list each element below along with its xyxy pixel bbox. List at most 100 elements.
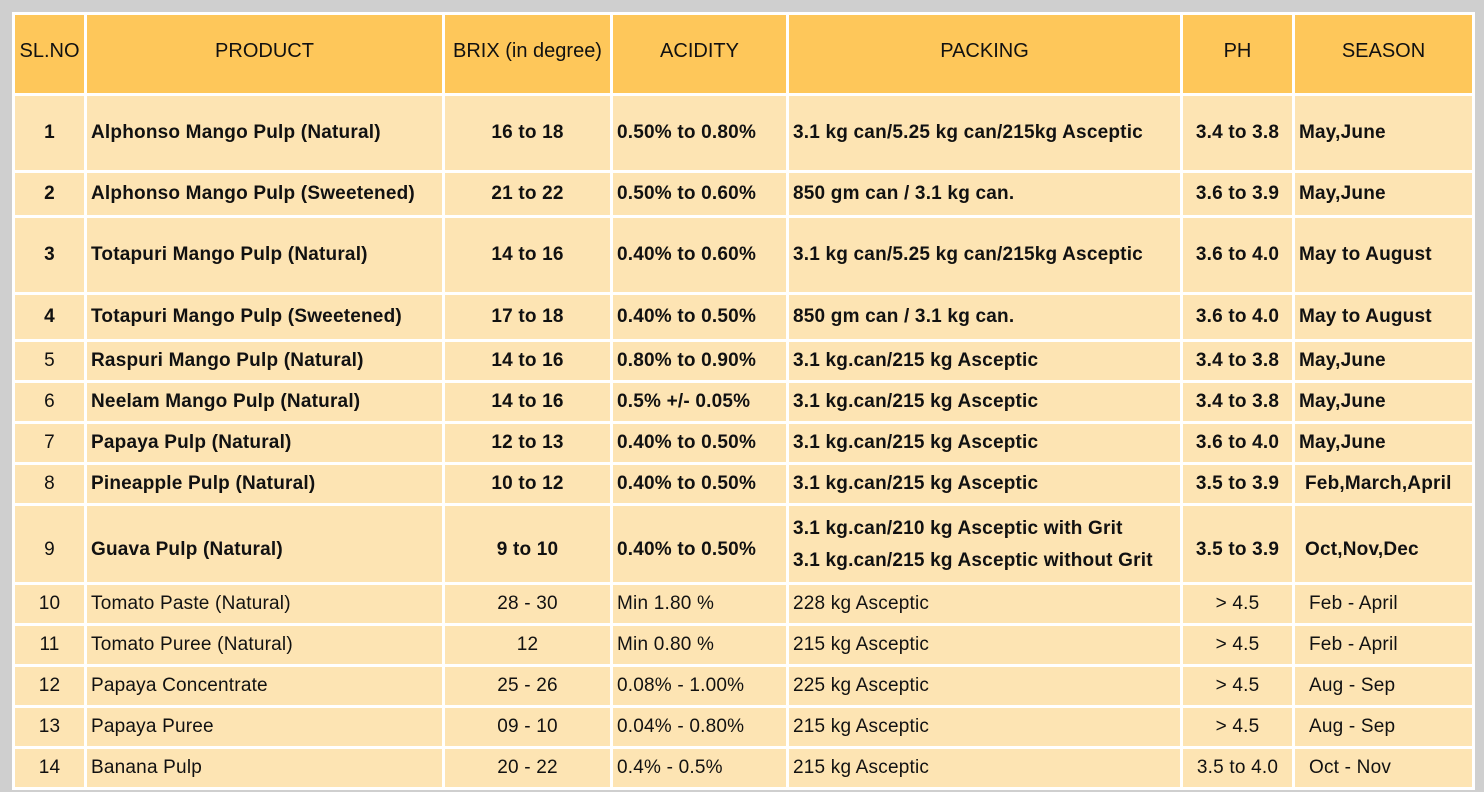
cell-season: Aug - Sep xyxy=(1292,664,1475,708)
cell-ph: 3.6 to 4.0 xyxy=(1180,421,1295,465)
header-sl-no: SL.NO xyxy=(12,12,87,96)
table-row: 12 Papaya Concentrate 25 - 26 0.08% - 1.… xyxy=(12,664,1475,708)
cell-product: Raspuri Mango Pulp (Natural) xyxy=(84,339,445,383)
cell-acidity: 0.08% - 1.00% xyxy=(610,664,789,708)
cell-packing: 3.1 kg.can/215 kg Asceptic xyxy=(786,421,1183,465)
table-row: 6 Neelam Mango Pulp (Natural) 14 to 16 0… xyxy=(12,380,1475,424)
cell-season: Feb - April xyxy=(1292,582,1475,626)
cell-product: Papaya Concentrate xyxy=(84,664,445,708)
cell-product: Banana Pulp xyxy=(84,746,445,790)
cell-packing: 3.1 kg.can/215 kg Asceptic xyxy=(786,462,1183,506)
cell-acidity: 0.50% to 0.80% xyxy=(610,93,789,173)
cell-ph: > 4.5 xyxy=(1180,705,1295,749)
cell-product: Alphonso Mango Pulp (Sweetened) xyxy=(84,170,445,218)
cell-sl-no: 14 xyxy=(12,746,87,790)
cell-sl-no: 1 xyxy=(12,93,87,173)
cell-acidity: Min 1.80 % xyxy=(610,582,789,626)
cell-brix: 21 to 22 xyxy=(442,170,613,218)
cell-acidity: Min 0.80 % xyxy=(610,623,789,667)
cell-season: Aug - Sep xyxy=(1292,705,1475,749)
cell-packing: 3.1 kg can/5.25 kg can/215kg Asceptic xyxy=(786,93,1183,173)
cell-acidity: 0.40% to 0.50% xyxy=(610,503,789,585)
table-row: 10 Tomato Paste (Natural) 28 - 30 Min 1.… xyxy=(12,582,1475,626)
cell-brix: 20 - 22 xyxy=(442,746,613,790)
table-row: 3 Totapuri Mango Pulp (Natural) 14 to 16… xyxy=(12,215,1475,295)
product-spec-table: SL.NO PRODUCT BRIX (in degree) ACIDITY P… xyxy=(12,12,1475,790)
cell-season: May to August xyxy=(1292,292,1475,342)
cell-brix: 9 to 10 xyxy=(442,503,613,585)
cell-ph: 3.6 to 3.9 xyxy=(1180,170,1295,218)
cell-ph: 3.5 to 3.9 xyxy=(1180,503,1295,585)
cell-brix: 12 xyxy=(442,623,613,667)
cell-packing: 3.1 kg.can/215 kg Asceptic xyxy=(786,380,1183,424)
cell-product: Neelam Mango Pulp (Natural) xyxy=(84,380,445,424)
table-row: 14 Banana Pulp 20 - 22 0.4% - 0.5% 215 k… xyxy=(12,746,1475,790)
cell-ph: 3.5 to 3.9 xyxy=(1180,462,1295,506)
header-packing: PACKING xyxy=(786,12,1183,96)
cell-sl-no: 11 xyxy=(12,623,87,667)
header-brix: BRIX (in degree) xyxy=(442,12,613,96)
cell-sl-no: 13 xyxy=(12,705,87,749)
table-row: 13 Papaya Puree 09 - 10 0.04% - 0.80% 21… xyxy=(12,705,1475,749)
cell-brix: 16 to 18 xyxy=(442,93,613,173)
cell-season: Oct - Nov xyxy=(1292,746,1475,790)
cell-ph: > 4.5 xyxy=(1180,623,1295,667)
cell-brix: 12 to 13 xyxy=(442,421,613,465)
cell-season: May,June xyxy=(1292,380,1475,424)
cell-packing: 225 kg Asceptic xyxy=(786,664,1183,708)
cell-ph: 3.4 to 3.8 xyxy=(1180,93,1295,173)
cell-acidity: 0.80% to 0.90% xyxy=(610,339,789,383)
cell-season: May,June xyxy=(1292,339,1475,383)
cell-sl-no: 4 xyxy=(12,292,87,342)
cell-season: Feb,March,April xyxy=(1292,462,1475,506)
cell-season: May to August xyxy=(1292,215,1475,295)
cell-product: Totapuri Mango Pulp (Sweetened) xyxy=(84,292,445,342)
table-row: 7 Papaya Pulp (Natural) 12 to 13 0.40% t… xyxy=(12,421,1475,465)
cell-season: May,June xyxy=(1292,93,1475,173)
cell-brix: 09 - 10 xyxy=(442,705,613,749)
cell-packing: 215 kg Asceptic xyxy=(786,705,1183,749)
cell-product: Papaya Pulp (Natural) xyxy=(84,421,445,465)
cell-brix: 10 to 12 xyxy=(442,462,613,506)
cell-packing: 850 gm can / 3.1 kg can. xyxy=(786,170,1183,218)
cell-season: Feb - April xyxy=(1292,623,1475,667)
cell-ph: 3.6 to 4.0 xyxy=(1180,215,1295,295)
cell-product: Pineapple Pulp (Natural) xyxy=(84,462,445,506)
header-ph: PH xyxy=(1180,12,1295,96)
table-row: 8 Pineapple Pulp (Natural) 10 to 12 0.40… xyxy=(12,462,1475,506)
cell-acidity: 0.40% to 0.50% xyxy=(610,292,789,342)
cell-product: Papaya Puree xyxy=(84,705,445,749)
cell-acidity: 0.40% to 0.50% xyxy=(610,462,789,506)
cell-acidity: 0.5% +/- 0.05% xyxy=(610,380,789,424)
cell-acidity: 0.40% to 0.60% xyxy=(610,215,789,295)
table-row: 11 Tomato Puree (Natural) 12 Min 0.80 % … xyxy=(12,623,1475,667)
cell-packing: 215 kg Asceptic xyxy=(786,623,1183,667)
cell-acidity: 0.4% - 0.5% xyxy=(610,746,789,790)
cell-ph: > 4.5 xyxy=(1180,582,1295,626)
cell-packing: 228 kg Asceptic xyxy=(786,582,1183,626)
cell-sl-no: 12 xyxy=(12,664,87,708)
header-product: PRODUCT xyxy=(84,12,445,96)
cell-brix: 17 to 18 xyxy=(442,292,613,342)
cell-ph: > 4.5 xyxy=(1180,664,1295,708)
header-row: SL.NO PRODUCT BRIX (in degree) ACIDITY P… xyxy=(12,12,1475,96)
cell-sl-no: 6 xyxy=(12,380,87,424)
cell-sl-no: 3 xyxy=(12,215,87,295)
cell-sl-no: 7 xyxy=(12,421,87,465)
table-body: 1 Alphonso Mango Pulp (Natural) 16 to 18… xyxy=(12,93,1475,790)
cell-ph: 3.4 to 3.8 xyxy=(1180,339,1295,383)
cell-product: Guava Pulp (Natural) xyxy=(84,503,445,585)
packing-line: 3.1 kg.can/215 kg Asceptic without Grit xyxy=(793,550,1153,571)
cell-brix: 14 to 16 xyxy=(442,215,613,295)
packing-line: 3.1 kg.can/210 kg Asceptic with Grit xyxy=(793,518,1123,539)
cell-packing: 3.1 kg can/5.25 kg can/215kg Asceptic xyxy=(786,215,1183,295)
cell-sl-no: 2 xyxy=(12,170,87,218)
cell-product: Tomato Paste (Natural) xyxy=(84,582,445,626)
cell-packing: 850 gm can / 3.1 kg can. xyxy=(786,292,1183,342)
cell-season: May,June xyxy=(1292,421,1475,465)
cell-acidity: 0.50% to 0.60% xyxy=(610,170,789,218)
table-row: 4 Totapuri Mango Pulp (Sweetened) 17 to … xyxy=(12,292,1475,342)
cell-ph: 3.6 to 4.0 xyxy=(1180,292,1295,342)
cell-acidity: 0.40% to 0.50% xyxy=(610,421,789,465)
cell-ph: 3.5 to 4.0 xyxy=(1180,746,1295,790)
